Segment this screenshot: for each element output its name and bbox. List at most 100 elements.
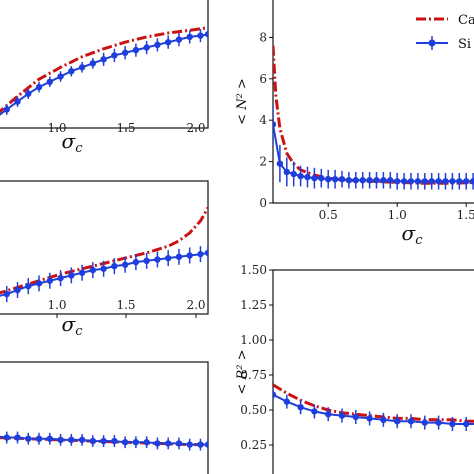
theory-line [273, 385, 474, 421]
data-point [100, 438, 106, 444]
y-tick-label: 0 [259, 196, 267, 210]
data-point [197, 441, 203, 447]
data-point [57, 275, 63, 281]
data-point [463, 421, 469, 427]
data-point [422, 419, 428, 425]
panel-right-bottom: 0.000.250.500.751.001.251.50< R² > [235, 263, 474, 474]
data-point [187, 34, 193, 40]
data-point [205, 441, 211, 447]
data-point [4, 106, 10, 112]
data-point [277, 160, 283, 166]
data-point [387, 177, 393, 183]
y-tick-label: 4 [259, 113, 267, 127]
panel-left-middle: 1.01.52.0σc [0, 181, 211, 339]
data-point [401, 178, 407, 184]
data-point [176, 440, 182, 446]
x-tick-label: 0.5 [319, 208, 338, 222]
data-point [90, 267, 96, 273]
x-tick-label: 1.5 [457, 208, 474, 222]
y-tick-label: 1.50 [240, 263, 267, 277]
data-point [111, 52, 117, 58]
data-point [311, 408, 317, 414]
x-tick-label: 1.5 [116, 298, 135, 312]
data-point [14, 287, 20, 293]
data-point [133, 259, 139, 265]
data-point [57, 73, 63, 79]
data-point [68, 68, 74, 74]
x-axis-label-subscript: c [415, 233, 423, 248]
data-point [449, 421, 455, 427]
data-point [442, 178, 448, 184]
x-axis-label-subscript: c [75, 141, 83, 156]
data-point [176, 36, 182, 42]
data-point [332, 176, 338, 182]
panel-left-top: 1.01.52.0σc [0, 0, 211, 156]
data-point [449, 178, 455, 184]
y-tick-label: 1.25 [240, 298, 267, 312]
y-tick-label: 2 [259, 155, 267, 169]
x-axis-label: σc [62, 312, 84, 339]
data-point [25, 283, 31, 289]
data-point [47, 278, 53, 284]
data-point [4, 291, 10, 297]
data-point [297, 173, 303, 179]
data-point [143, 439, 149, 445]
data-point [14, 434, 20, 440]
series-group [0, 28, 211, 123]
panel-left-bottom [0, 362, 211, 474]
data-point [270, 391, 276, 397]
data-point [205, 31, 211, 37]
data-point [36, 280, 42, 286]
data-point [353, 177, 359, 183]
data-point [47, 79, 53, 85]
data-point [291, 171, 297, 177]
data-point [339, 412, 345, 418]
data-point [154, 440, 160, 446]
x-axis-label: σc [402, 221, 424, 248]
axes-frame [0, 362, 208, 474]
data-point [90, 438, 96, 444]
data-point [187, 441, 193, 447]
series-group [0, 430, 211, 450]
data-point [68, 437, 74, 443]
data-point [353, 414, 359, 420]
simulation-line [273, 395, 474, 424]
series-group [270, 385, 474, 431]
data-point [111, 263, 117, 269]
data-point [284, 398, 290, 404]
data-point [36, 84, 42, 90]
data-point [25, 436, 31, 442]
data-point [4, 434, 10, 440]
data-point [90, 60, 96, 66]
data-point [360, 177, 366, 183]
data-point [339, 176, 345, 182]
data-point [422, 178, 428, 184]
data-point [394, 178, 400, 184]
y-tick-label: 1.00 [240, 333, 267, 347]
data-point [435, 178, 441, 184]
data-point [14, 98, 20, 104]
data-point [122, 50, 128, 56]
data-point [143, 258, 149, 264]
data-point [408, 178, 414, 184]
data-point [133, 47, 139, 53]
legend-label-theory: Ca [458, 13, 474, 28]
y-tick-label: 10 [252, 0, 267, 3]
x-tick-label: 2.0 [186, 298, 205, 312]
data-point [311, 175, 317, 181]
x-tick-label: 2.0 [186, 121, 205, 135]
data-point [187, 252, 193, 258]
data-point [165, 440, 171, 446]
data-point [456, 178, 462, 184]
data-point [197, 251, 203, 257]
theory-line [0, 208, 208, 295]
data-point [154, 42, 160, 48]
data-point [165, 39, 171, 45]
legend-swatch-sim-marker [429, 40, 436, 47]
data-point [154, 256, 160, 262]
series-group [270, 46, 474, 190]
data-point [47, 436, 53, 442]
data-point [122, 262, 128, 268]
data-point [79, 64, 85, 70]
